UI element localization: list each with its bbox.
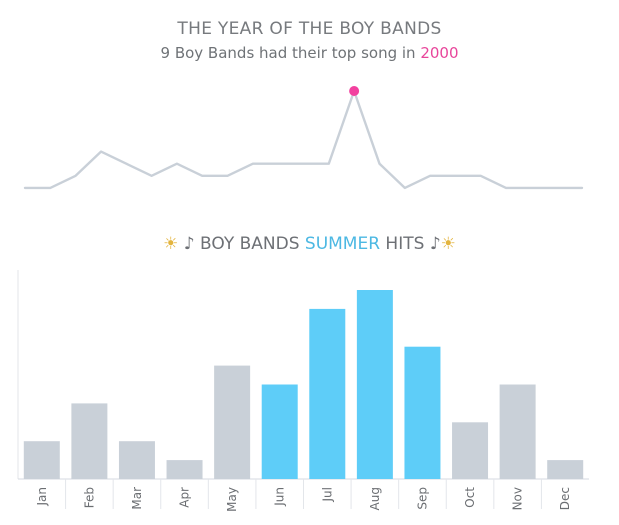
summer-hits-heading: ☀ ♪ BOY BANDS SUMMER HITS ♪☀ — [0, 234, 619, 254]
month-tick-label: May — [225, 487, 239, 512]
bar — [23, 441, 60, 479]
subtitle-count: 9 — [160, 44, 171, 62]
month-tick-label: Dec — [558, 487, 572, 510]
bar — [166, 460, 203, 479]
bar — [499, 384, 536, 479]
bar — [356, 290, 393, 479]
month-tick-label: Nov — [511, 487, 525, 510]
chart-subtitle: 9 Boy Bands had their top song in 2000 — [0, 44, 619, 62]
peak-dot — [349, 86, 360, 96]
bar-chart: Jan Feb Mar Apr May Jun Jul Aug Sep Oct Nov Dec — [17, 270, 589, 512]
music-note-icon: ♪ — [429, 234, 441, 254]
bar — [404, 346, 441, 479]
heading-highlight: SUMMER — [304, 234, 381, 254]
heading-prefix: BOY BANDS — [194, 234, 305, 254]
bar — [452, 422, 489, 479]
month-tick-label: Sep — [415, 487, 429, 510]
chart-title: THE YEAR OF THE BOY BANDS — [177, 19, 442, 39]
month-tick-label: Jun — [273, 487, 287, 507]
music-note-icon: ♪ — [183, 234, 195, 254]
month-tick-label: Aug — [368, 487, 382, 510]
sun-icon: ☀ — [440, 234, 456, 254]
subtitle-year: 2000 — [420, 44, 459, 62]
heading-suffix: HITS — [380, 234, 430, 254]
bar — [71, 403, 108, 479]
bar — [547, 460, 584, 479]
sun-icon: ☀ — [163, 234, 179, 254]
month-tick-label: Mar — [130, 487, 144, 510]
month-tick-label: Oct — [463, 487, 477, 508]
series-line — [23, 89, 584, 190]
bar — [118, 441, 155, 479]
month-tick-label: Feb — [82, 487, 96, 508]
bar — [214, 365, 251, 479]
bar — [261, 384, 298, 479]
month-tick-label: Jul — [320, 487, 334, 502]
month-tick-label: Apr — [178, 487, 192, 508]
subtitle-text: Boy Bands had their top song in — [170, 44, 421, 62]
line-chart — [23, 86, 584, 190]
bar — [309, 308, 346, 479]
month-tick-label: Jan — [35, 487, 49, 507]
